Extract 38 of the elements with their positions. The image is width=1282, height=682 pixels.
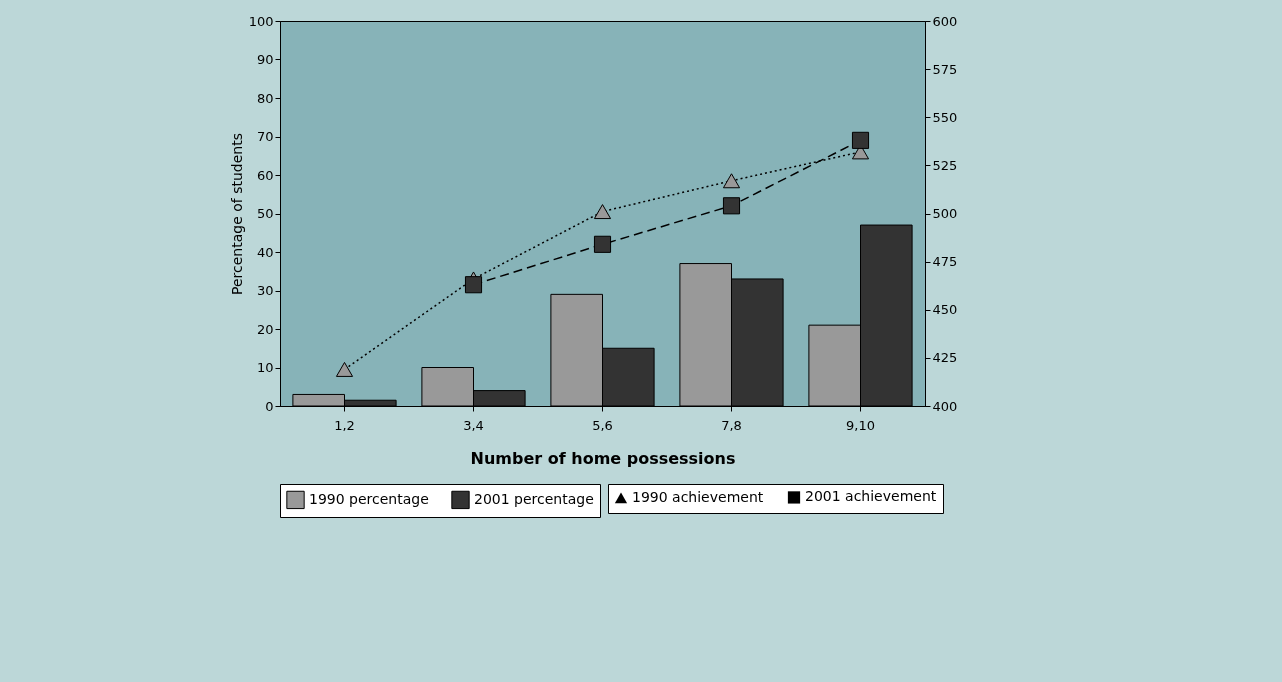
point — [722, 173, 741, 189]
x-tick-label: 3,4 — [463, 417, 484, 433]
y-tick-label: 0 — [265, 398, 274, 414]
y-tick-label: 60 — [256, 167, 274, 183]
y-tick-label: 90 — [256, 52, 274, 67]
legend-label: 2001 percentage — [474, 490, 594, 507]
point — [593, 204, 612, 220]
y2-tick-label: 550 — [932, 109, 958, 125]
y-tick-label: 10 — [256, 360, 274, 375]
point — [722, 197, 741, 215]
x-tick-label: 9,10 — [846, 417, 875, 433]
y2-tick-label: 500 — [932, 206, 958, 221]
legend-label: 1990 percentage — [309, 490, 429, 507]
y-tick-label: 100 — [248, 13, 274, 29]
x-tick-label: 7,8 — [721, 417, 742, 433]
y-tick-label: 70 — [256, 129, 274, 144]
y-axis-title: Percentage of students — [228, 133, 245, 295]
y-tick-label: 20 — [256, 321, 274, 337]
x-tick-label: 5,6 — [592, 417, 613, 433]
y-tick-label: 40 — [256, 244, 274, 260]
y-tick-label: 30 — [256, 283, 274, 298]
point — [335, 361, 354, 377]
x-axis-title: Number of home possessions — [470, 448, 736, 468]
point — [851, 131, 870, 149]
x-tick-label: 1,2 — [334, 417, 355, 433]
y-tick-label: 50 — [256, 206, 274, 221]
y-tick-label: 80 — [256, 90, 274, 106]
legend-label: 2001 achievement — [805, 488, 937, 505]
point — [593, 235, 612, 253]
y2-tick-label: 475 — [932, 254, 958, 270]
legend-label: 1990 achievement — [632, 488, 764, 505]
y2-tick-label: 600 — [932, 13, 958, 29]
y2-tick-label: 575 — [932, 61, 958, 77]
y2-tick-label: 400 — [932, 398, 958, 414]
y2-tick-label: 425 — [932, 350, 958, 366]
point — [464, 276, 483, 294]
y2-tick-label: 525 — [932, 157, 958, 173]
y2-tick-label: 450 — [932, 302, 958, 318]
